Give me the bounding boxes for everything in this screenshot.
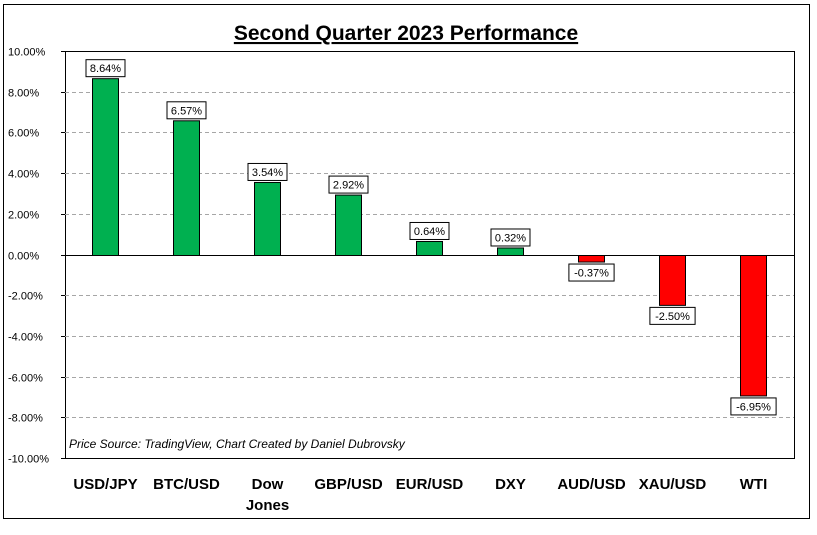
data-label: 0.32% [495,232,526,244]
x-tick-label: USD/JPY [73,476,137,493]
data-labels: 8.64% 6.57% 3.54% 2.92% 0.64% 0.32% -0.37% -2.5… [85,59,777,416]
y-tick-label: -10.00% [8,454,49,466]
x-tick-label: Dow [252,476,284,493]
bar [254,181,281,256]
data-label: 6.57% [171,105,202,117]
x-tick-label: GBP/USD [314,476,383,493]
data-label-box [649,306,696,325]
bar [578,255,605,263]
data-label: 2.92% [333,180,364,192]
y-tick-label: 8.00% [8,88,39,100]
data-label-box [247,162,288,181]
bar [497,247,524,257]
x-tick-label: BTC/USD [153,476,220,493]
data-label-box [490,228,531,247]
bars [92,78,767,397]
data-label-box [409,221,450,240]
x-tick-label: EUR/USD [396,476,464,493]
data-label-box [568,263,615,282]
x-tick-label: XAU/USD [639,476,707,493]
data-label-box [85,59,126,78]
data-label: -2.50% [655,311,690,323]
y-tick-label: -4.00% [8,332,43,344]
data-label: 3.54% [252,167,283,179]
x-tick-label: AUD/USD [557,476,626,493]
x-tick-label: Jones [246,497,289,514]
bar [92,78,119,257]
y-tick-label: -6.00% [8,373,43,385]
y-tick-label: 2.00% [8,210,39,222]
data-label-box [328,175,369,194]
data-label: 8.64% [90,63,121,75]
source-annotation: Price Source: TradingView, Chart Created… [69,437,406,451]
y-tick-label: 4.00% [8,169,39,181]
bar [740,255,767,397]
bar [173,120,200,256]
bar [416,240,443,256]
data-label: -6.95% [736,401,771,413]
data-label: -0.37% [574,268,609,280]
y-tick-label: -2.00% [8,291,43,303]
chart-title: Second Quarter 2023 Performance [234,22,578,45]
data-label-box [166,101,207,120]
y-tick-label: 10.00% [8,47,46,59]
data-label: 0.64% [414,226,445,238]
y-tick-label: 6.00% [8,128,39,140]
x-tick-label: DXY [495,476,526,493]
data-label-box [730,397,777,416]
bar [659,255,686,306]
y-tick-label: 0.00% [8,251,39,263]
y-axis-tick-labels: 10.00% 8.00% 6.00% 4.00% 2.00% 0.00% -2.00% -4.… [8,47,49,466]
bar [335,194,362,257]
x-axis-tick-labels: USD/JPY BTC/USD Dow Jones GBP/USD EUR/USD DXY A… [73,476,767,514]
y-tick-label: -8.00% [8,413,43,425]
x-tick-label: WTI [740,476,768,493]
